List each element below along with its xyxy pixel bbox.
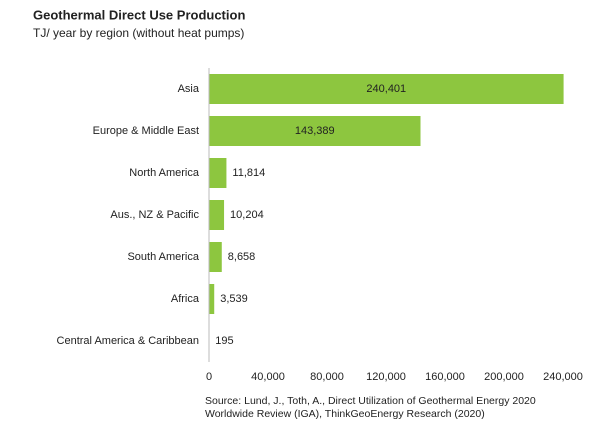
x-tick-label: 200,000 <box>484 371 524 383</box>
bar <box>209 158 227 188</box>
y-tick-label: Europe & Middle East <box>93 125 199 137</box>
source-note: Worldwide Review (IGA), ThinkGeoEnergy R… <box>205 408 485 420</box>
x-tick-label: 40,000 <box>251 371 285 383</box>
x-tick-label: 120,000 <box>366 371 406 383</box>
bar <box>209 200 225 230</box>
value-label: 143,389 <box>295 125 335 137</box>
value-label: 240,401 <box>366 83 406 95</box>
y-tick-label: Africa <box>171 293 200 305</box>
chart-subtitle: TJ/ year by region (without heat pumps) <box>33 26 244 40</box>
x-tick-label: 0 <box>206 371 212 383</box>
bar <box>209 116 421 146</box>
y-tick-label: North America <box>129 167 200 179</box>
x-tick-label: 160,000 <box>425 371 465 383</box>
x-tick-label: 240,000 <box>543 371 583 383</box>
value-label: 11,814 <box>232 167 265 179</box>
chart-title: Geothermal Direct Use Production <box>33 7 245 22</box>
value-label: 195 <box>215 335 233 347</box>
y-tick-label: Central America & Caribbean <box>57 335 199 347</box>
y-tick-label: South America <box>127 251 199 263</box>
y-tick-label: Asia <box>178 83 200 95</box>
value-label: 3,539 <box>220 293 248 305</box>
bar <box>209 74 564 104</box>
x-tick-label: 80,000 <box>310 371 344 383</box>
value-label: 10,204 <box>230 209 264 221</box>
value-label: 8,658 <box>228 251 256 263</box>
source-note: Source: Lund, J., Toth, A., Direct Utili… <box>205 395 536 407</box>
bar <box>209 242 222 272</box>
y-tick-label: Aus., NZ & Pacific <box>110 209 199 221</box>
bar <box>209 284 215 314</box>
